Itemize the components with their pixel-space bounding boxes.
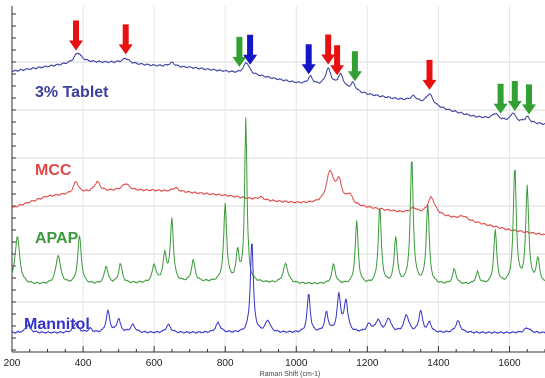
x-tick-label-1000: 1000: [285, 358, 308, 369]
series-label-mannitol: Mannitol: [24, 316, 90, 333]
arrow-red-0: [69, 20, 83, 51]
x-tick-label-600: 600: [146, 358, 163, 369]
arrow-green-4: [522, 84, 536, 115]
series-lines: [11, 52, 545, 335]
series-line-mcc: [11, 169, 545, 236]
x-tick-labels: 200 400 600 800 1000 1200 1400 1600: [4, 358, 521, 369]
arrow-green-2: [493, 83, 508, 114]
tick-marks: [11, 6, 545, 353]
series-line-mannitol: [11, 243, 545, 335]
arrow-green-1: [347, 51, 362, 82]
arrow-green-0: [232, 36, 247, 67]
x-tick-label-1400: 1400: [427, 358, 450, 369]
x-tick-label-400: 400: [75, 358, 92, 369]
peak-arrows: [69, 20, 536, 115]
series-line-tablet: [11, 52, 545, 126]
series-label-mcc: MCC: [35, 162, 72, 179]
arrow-red-3: [330, 45, 345, 76]
series-label-apap: APAP: [35, 230, 79, 247]
grid-lines: [11, 6, 545, 352]
x-tick-label-800: 800: [217, 358, 234, 369]
x-tick-label-1600: 1600: [498, 358, 521, 369]
series-label-tablet: 3% Tablet: [35, 84, 109, 101]
arrow-red-2: [321, 34, 336, 65]
x-tick-label-1200: 1200: [356, 358, 379, 369]
arrow-blue-0: [243, 34, 258, 65]
x-axis-label: Raman Shift (cm-1): [260, 371, 321, 378]
arrow-blue-1: [301, 44, 316, 75]
arrow-red-1: [118, 24, 133, 55]
series-line-apap: [11, 117, 545, 285]
arrow-red-4: [422, 59, 437, 90]
arrow-green-3: [507, 81, 522, 111]
x-tick-label-200: 200: [4, 358, 21, 369]
